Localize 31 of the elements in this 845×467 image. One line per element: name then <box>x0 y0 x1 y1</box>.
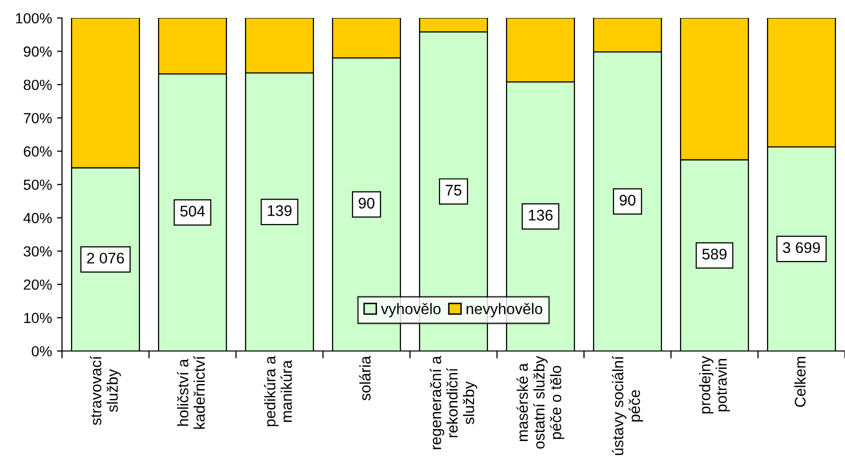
x-tick-label: stravovací služby <box>90 356 121 426</box>
legend-label: vyhovělo <box>380 302 441 318</box>
annotation: 3 699 <box>782 242 820 254</box>
y-tick-label: 40% <box>23 212 52 224</box>
annotation: 90 <box>358 198 374 209</box>
y-tick-label: 20% <box>24 280 52 290</box>
x-tick-label: solária <box>359 356 371 400</box>
x-tick-label: masérské a ostatní služby péče o tělo <box>516 356 564 449</box>
annotation: 136 <box>528 210 553 221</box>
x-tick-label: prodejny potravin <box>699 356 730 414</box>
y-tick-label: 50% <box>24 180 52 190</box>
y-tick-label: 80% <box>24 80 52 90</box>
y-tick-label: 90% <box>24 46 52 57</box>
y-tick-label: 0% <box>32 346 52 356</box>
x-tick-label: holičství a kadeřnictví <box>176 356 205 429</box>
y-tick-label: 30% <box>24 246 52 257</box>
x-tick-label: pedikúra a manikúra <box>264 356 292 426</box>
x-tick-label: regenerační a rekondiční služby <box>430 356 478 450</box>
annotation: 504 <box>180 206 205 217</box>
x-tick-label: Celkem <box>794 356 806 407</box>
annotation: 589 <box>702 248 727 260</box>
y-tick-label: 70% <box>24 113 52 124</box>
annotation: 90 <box>620 194 636 206</box>
x-tick-label: ústavy sociální péče <box>612 356 644 456</box>
annotation: 2 076 <box>87 252 124 264</box>
y-tick-label: 60% <box>24 146 52 157</box>
annotation: 139 <box>268 205 292 216</box>
annotation: 75 <box>446 184 462 196</box>
legend-label: nevyhovělo <box>466 302 542 318</box>
y-tick-label: 10% <box>24 312 52 324</box>
y-tick-label: 100% <box>16 13 52 24</box>
